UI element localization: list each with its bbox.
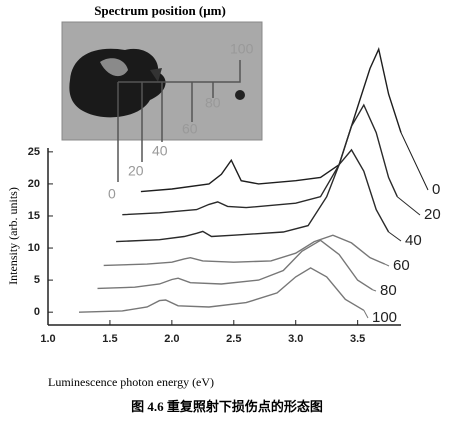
caption: 图 4.6 重复照射下损伤点的形态图 <box>131 399 323 414</box>
label-leader <box>396 196 421 216</box>
inset-title: Spectrum position (μm) <box>94 3 226 18</box>
series-label: 0 <box>432 181 440 198</box>
y-axis-label: Intensity (arb. units) <box>6 187 20 285</box>
x-tick-label: 1.0 <box>40 333 55 345</box>
inset-position-label: 100 <box>230 41 254 57</box>
series-label: 20 <box>424 206 441 223</box>
inset-position-label: 80 <box>205 95 221 111</box>
series-label: 40 <box>405 232 422 249</box>
spectrum-line <box>122 103 398 216</box>
label-leader <box>400 132 429 191</box>
spectrum-line <box>140 46 402 193</box>
spectrum-line <box>116 148 390 243</box>
x-tick-label: 2.5 <box>226 333 241 345</box>
series-label: 80 <box>380 282 397 299</box>
label-leader <box>384 263 390 267</box>
x-tick-label: 3.0 <box>288 333 303 345</box>
x-axis-label: Luminescence photon energy (eV) <box>48 375 214 389</box>
position-marks <box>117 60 241 182</box>
x-tick-label: 3.5 <box>350 333 365 345</box>
inset-position-label: 20 <box>128 163 144 179</box>
series-label: 100 <box>372 309 397 326</box>
label-leader <box>363 310 369 319</box>
y-tick-label: 10 <box>28 242 40 254</box>
label-leader <box>372 289 377 292</box>
label-leader <box>388 231 402 242</box>
x-tick-label: 2.0 <box>164 333 179 345</box>
debris <box>235 90 245 100</box>
x-tick-label: 1.5 <box>102 333 117 345</box>
spectrum-line <box>97 239 373 291</box>
y-tick-label: 5 <box>34 274 40 286</box>
series-label: 60 <box>393 257 410 274</box>
y-tick-label: 15 <box>28 210 40 222</box>
spectrum-line <box>78 267 365 313</box>
inset-position-label: 0 <box>108 186 116 202</box>
spectrum-line <box>103 234 386 267</box>
inset-position-label: 40 <box>152 143 168 159</box>
inset-position-label: 60 <box>182 121 198 137</box>
y-tick-label: 25 <box>28 146 40 158</box>
spot-fragment <box>150 68 162 82</box>
y-tick-label: 20 <box>28 178 40 190</box>
y-tick-label: 0 <box>34 306 40 318</box>
spot-highlight <box>100 58 128 77</box>
